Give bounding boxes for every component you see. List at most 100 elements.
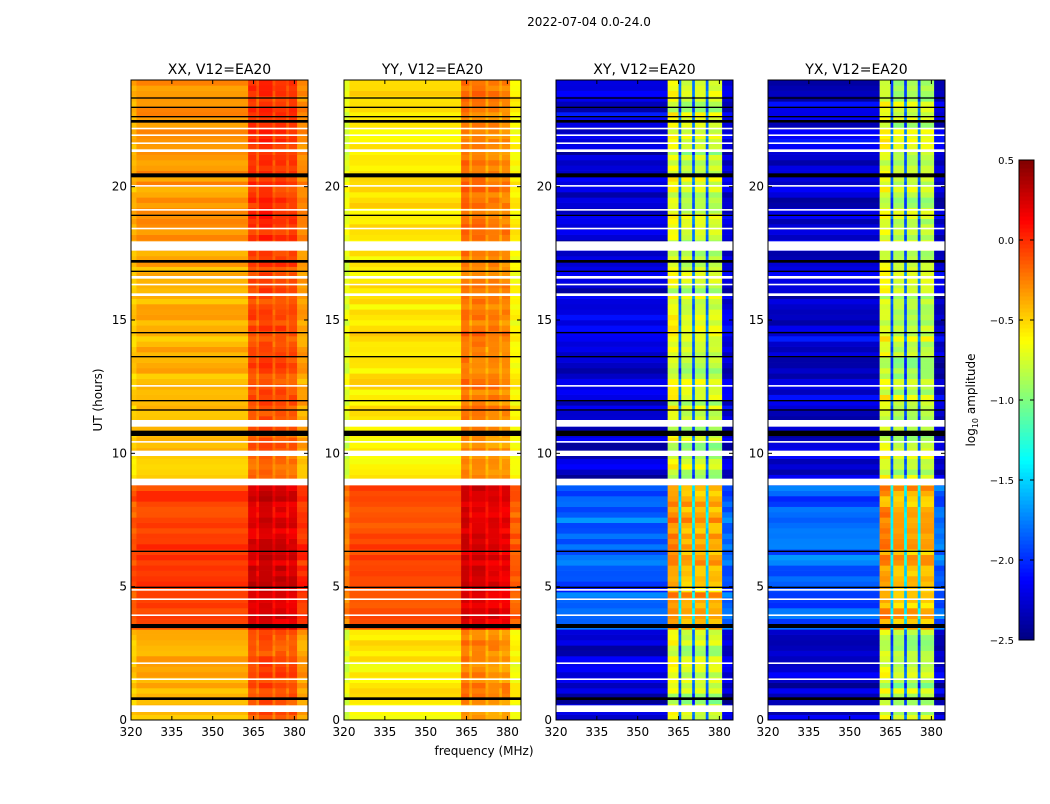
heatmap-cell (286, 688, 289, 694)
heatmap-cell (679, 613, 682, 619)
heatmap-cell (131, 581, 137, 587)
heatmap-cell (918, 608, 921, 614)
colorbar-segment (1019, 572, 1034, 577)
flagged-line (556, 624, 733, 628)
heatmap-cell (136, 389, 248, 395)
heatmap-cell (349, 619, 461, 625)
heatmap-cell (934, 320, 945, 326)
heatmap-cell (344, 165, 350, 171)
heatmap-cell (488, 213, 499, 219)
heatmap-cell (891, 299, 894, 305)
heatmap-cell (297, 389, 308, 395)
heatmap-cell (344, 357, 350, 363)
heatmap-cell (681, 571, 692, 577)
colorbar-tick-label: −0.5 (990, 316, 1014, 327)
heatmap-cell (297, 368, 308, 374)
heatmap-cell (486, 507, 489, 513)
heatmap-cell (297, 203, 308, 209)
heatmap-cell (469, 96, 472, 102)
heatmap-cell (502, 571, 510, 577)
heatmap-cell (907, 133, 918, 139)
heatmap-cell (136, 411, 248, 417)
heatmap-cell (681, 80, 692, 86)
colorbar-segment (1019, 520, 1034, 525)
heatmap-cell (472, 459, 486, 465)
y-tick-label: 20 (325, 180, 340, 194)
heatmap-cell (708, 320, 722, 326)
heatmap-cell (273, 336, 276, 342)
heatmap-cell (273, 283, 276, 289)
heatmap-cell (904, 544, 907, 550)
heatmap-cell (679, 555, 682, 561)
heatmap-cell (692, 459, 695, 465)
heatmap-cell (256, 165, 259, 171)
heatmap-cell (722, 219, 733, 225)
flagged-row (556, 142, 733, 144)
heatmap-cell (891, 491, 894, 497)
heatmap-cell (499, 288, 502, 294)
heatmap-cell (286, 203, 289, 209)
heatmap-cell (256, 715, 259, 721)
heatmap-cell (131, 485, 137, 491)
heatmap-cell (344, 683, 350, 689)
colorbar-tick-label: −1.0 (990, 396, 1014, 407)
heatmap-cell (297, 379, 308, 385)
heatmap-cell (706, 203, 709, 209)
heatmap-cell (286, 80, 289, 86)
heatmap-cell (556, 635, 668, 641)
heatmap-cell (461, 85, 469, 91)
heatmap-cell (768, 144, 880, 150)
heatmap-cell (934, 464, 945, 470)
heatmap-cell (461, 320, 469, 326)
heatmap-cell (891, 203, 894, 209)
heatmap-cell (556, 96, 668, 102)
flagged-row (768, 284, 945, 286)
heatmap-cell (461, 512, 469, 518)
heatmap-cell (486, 592, 489, 598)
heatmap-cell (248, 672, 256, 678)
heatmap-cell (692, 613, 695, 619)
heatmap-cell (275, 235, 286, 241)
heatmap-cell (708, 501, 722, 507)
heatmap-cell (488, 656, 499, 662)
heatmap-cell (502, 299, 510, 305)
heatmap-cell (880, 464, 891, 470)
heatmap-cell (136, 347, 248, 353)
heatmap-cell (131, 96, 137, 102)
heatmap-cell (259, 283, 273, 289)
heatmap-cell (920, 549, 934, 555)
heatmap-cell (681, 251, 692, 257)
heatmap-cell (556, 235, 668, 241)
heatmap-cell (891, 667, 894, 673)
heatmap-cell (275, 123, 286, 129)
heatmap-cell (768, 165, 880, 171)
heatmap-cell (918, 651, 921, 657)
heatmap-cell (256, 565, 259, 571)
heatmap-cell (273, 229, 276, 235)
heatmap-cell (907, 384, 918, 390)
heatmap-cell (891, 608, 894, 614)
heatmap-cell (344, 320, 350, 326)
heatmap-cell (273, 325, 276, 331)
heatmap-cell (722, 144, 733, 150)
heatmap-cell (695, 443, 706, 449)
heatmap-cell (692, 496, 695, 502)
heatmap-cell (248, 651, 256, 657)
heatmap-cell (918, 384, 921, 390)
heatmap-cell (695, 619, 706, 625)
heatmap-cell (502, 192, 510, 198)
heatmap-cell (469, 464, 472, 470)
heatmap-cell (891, 96, 894, 102)
panel-title: YX, V12=EA20 (804, 62, 907, 78)
heatmap-cell (695, 565, 706, 571)
heatmap-cell (472, 544, 486, 550)
heatmap-cell (679, 677, 682, 683)
flagged-line (131, 97, 308, 98)
heatmap-cell (286, 288, 289, 294)
heatmap-cell (904, 640, 907, 646)
heatmap-cell (289, 512, 297, 518)
heatmap-cell (708, 443, 722, 449)
heatmap-cell (934, 91, 945, 97)
heatmap-cell (679, 203, 682, 209)
heatmap-cell (920, 715, 934, 721)
